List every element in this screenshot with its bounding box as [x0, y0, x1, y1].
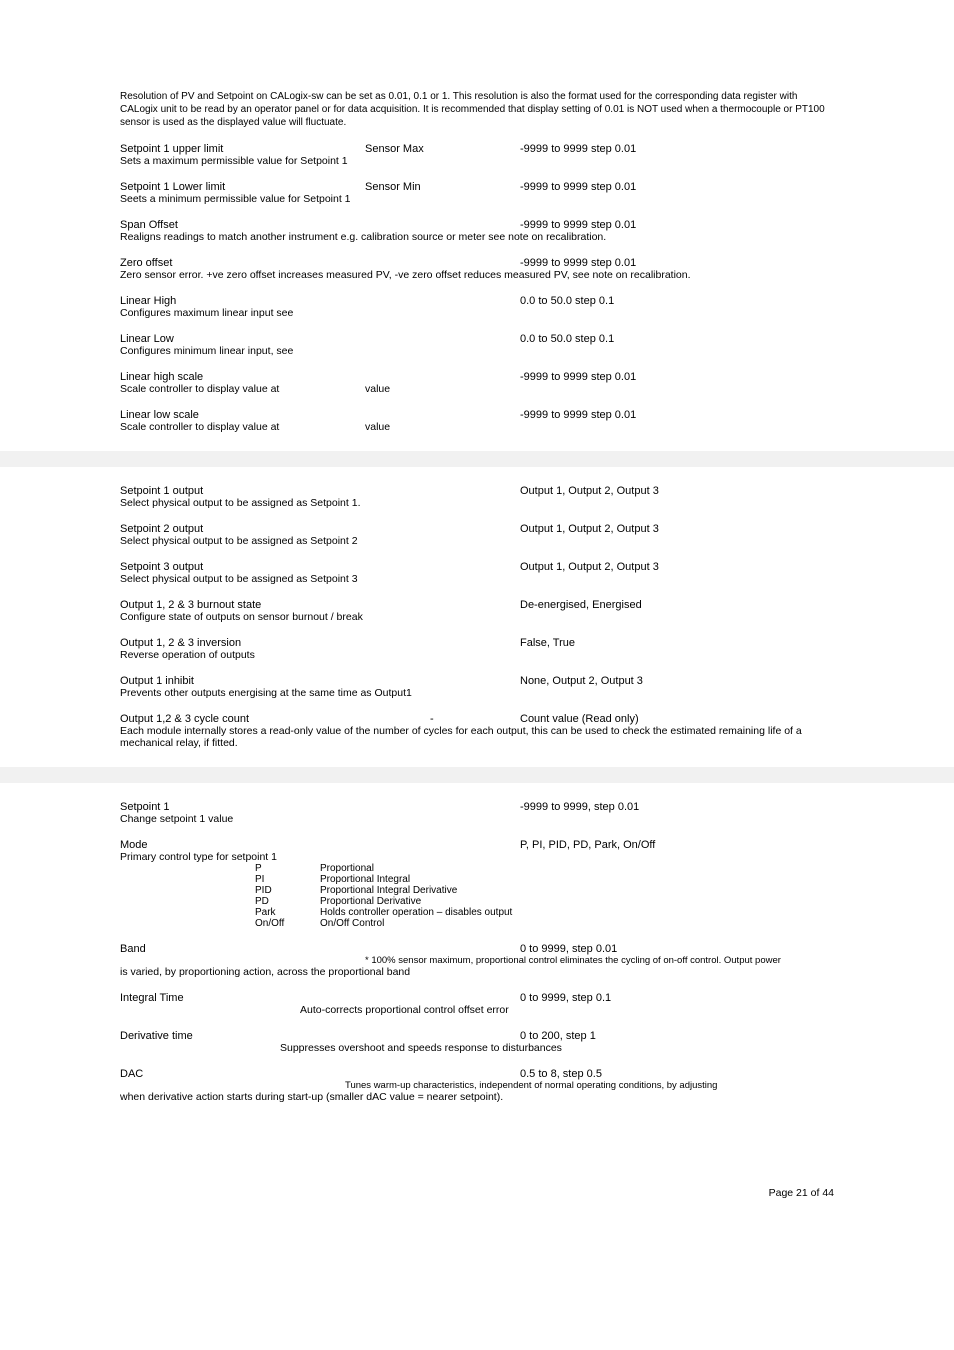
param-desc: Primary control type for setpoint 1 [120, 851, 834, 863]
param-mid [365, 257, 520, 269]
param-range: 0 to 200, step 1 [520, 1030, 834, 1042]
param-range: -9999 to 9999 step 0.01 [520, 219, 834, 231]
param-mid: Sensor Max [365, 143, 520, 155]
param-title: Setpoint 2 output [120, 523, 430, 535]
param-desc: Each module internally stores a read-onl… [120, 725, 834, 749]
param-note: * 100% sensor maximum, proportional cont… [365, 955, 781, 966]
param-range: P, PI, PID, PD, Park, On/Off [520, 839, 834, 851]
param-title: DAC [120, 1068, 365, 1080]
param-range: 0.5 to 8, step 0.5 [520, 1068, 834, 1080]
param-desc: when derivative action starts during sta… [120, 1091, 834, 1103]
param-title: Output 1, 2 & 3 burnout state [120, 599, 430, 611]
mode-key: PI [255, 874, 320, 885]
param-desc: Select physical output to be assigned as… [120, 535, 834, 547]
section-divider [0, 451, 954, 467]
param-desc: Reverse operation of outputs [120, 649, 834, 661]
param-mid [365, 333, 520, 345]
param-mid [365, 1068, 520, 1080]
param-desc: Select physical output to be assigned as… [120, 497, 834, 509]
mode-desc: Proportional [320, 863, 374, 874]
param-note: Suppresses overshoot and speeds response… [280, 1042, 562, 1054]
mode-key: PID [255, 885, 320, 896]
param-title: Linear high scale [120, 371, 365, 383]
param-mid [365, 992, 520, 1004]
param-desc: Sets a maximum permissible value for Set… [120, 155, 834, 167]
param-range: 0.0 to 50.0 step 0.1 [520, 295, 834, 307]
param-title: Setpoint 1 upper limit [120, 143, 365, 155]
param-range: -9999 to 9999 step 0.01 [520, 257, 834, 269]
param-desc: Zero sensor error. +ve zero offset incre… [120, 269, 834, 281]
param-title: Output 1, 2 & 3 inversion [120, 637, 430, 649]
param-title: Linear Low [120, 333, 365, 345]
param-range: -9999 to 9999 step 0.01 [520, 181, 834, 193]
param-range: Count value (Read only) [520, 713, 834, 725]
param-mid [365, 219, 520, 231]
param-desc: Configure state of outputs on sensor bur… [120, 611, 834, 623]
mode-desc: Proportional Derivative [320, 896, 421, 907]
param-range: -9999 to 9999 step 0.01 [520, 371, 834, 383]
mode-key: Park [255, 907, 320, 918]
mode-key: P [255, 863, 320, 874]
param-title: Linear High [120, 295, 365, 307]
param-range: None, Output 2, Output 3 [520, 675, 834, 687]
mode-key: PD [255, 896, 320, 907]
param-desc: Realigns readings to match another instr… [120, 231, 834, 243]
param-title: Band [120, 943, 365, 955]
param-range: Output 1, Output 2, Output 3 [520, 561, 834, 573]
param-mid [365, 371, 520, 383]
param-title: Setpoint 1 Lower limit [120, 181, 365, 193]
mode-desc: Proportional Integral Derivative [320, 885, 457, 896]
param-desc: Scale controller to display value at [120, 421, 365, 433]
param-range: 0.0 to 50.0 step 0.1 [520, 333, 834, 345]
param-title: Linear low scale [120, 409, 365, 421]
param-note: Auto-corrects proportional control offse… [300, 1004, 509, 1016]
param-desc: Configures minimum linear input, see [120, 345, 834, 357]
param-title: Integral Time [120, 992, 365, 1004]
param-title: Zero offset [120, 257, 365, 269]
param-title: Setpoint 1 [120, 801, 365, 813]
param-range: -9999 to 9999 step 0.01 [520, 143, 834, 155]
param-range: -9999 to 9999 step 0.01 [520, 409, 834, 421]
param-title: Span Offset [120, 219, 365, 231]
param-range: 0 to 9999, step 0.1 [520, 992, 834, 1004]
param-range: De-energised, Energised [520, 599, 834, 611]
param-mid [365, 295, 520, 307]
param-title: Derivative time [120, 1030, 365, 1042]
param-mid: Sensor Min [365, 181, 520, 193]
param-range: Output 1, Output 2, Output 3 [520, 485, 834, 497]
page-number: Page 21 of 44 [0, 1157, 954, 1229]
param-title: Output 1,2 & 3 cycle count [120, 713, 430, 725]
param-title: Output 1 inhibit [120, 675, 430, 687]
param-desc: Scale controller to display value at [120, 383, 365, 395]
mode-desc: Holds controller operation – disables ou… [320, 907, 512, 918]
param-title: Setpoint 3 output [120, 561, 430, 573]
param-mid [365, 1030, 520, 1042]
param-mid [365, 409, 520, 421]
param-range: False, True [520, 637, 834, 649]
param-desc: Prevents other outputs energising at the… [120, 687, 834, 699]
param-mid [365, 943, 520, 955]
section-divider [0, 767, 954, 783]
param-title: Setpoint 1 output [120, 485, 430, 497]
param-range: 0 to 9999, step 0.01 [520, 943, 834, 955]
param-range: Output 1, Output 2, Output 3 [520, 523, 834, 535]
param-range: -9999 to 9999, step 0.01 [520, 801, 834, 813]
mode-desc: Proportional Integral [320, 874, 410, 885]
mode-key: On/Off [255, 918, 320, 929]
param-mid [365, 839, 520, 851]
param-desc: is varied, by proportioning action, acro… [120, 966, 834, 978]
intro-text: Resolution of PV and Setpoint on CALogix… [120, 90, 834, 129]
param-desc: Seets a minimum permissible value for Se… [120, 193, 834, 205]
param-note: Tunes warm-up characteristics, independe… [345, 1080, 717, 1091]
mode-desc: On/Off Control [320, 918, 384, 929]
param-desc: Select physical output to be assigned as… [120, 573, 834, 585]
param-desc: Change setpoint 1 value [120, 813, 834, 825]
param-desc: Configures maximum linear input see [120, 307, 834, 319]
param-mid [365, 801, 520, 813]
param-title: Mode [120, 839, 365, 851]
